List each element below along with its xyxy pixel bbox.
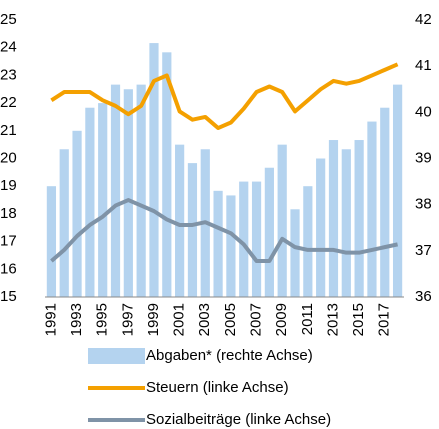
bar (239, 181, 249, 297)
bar (123, 89, 133, 297)
bar (98, 103, 108, 297)
y2-tick-label: 38 (415, 196, 432, 213)
bar (187, 163, 198, 297)
x-tick-label: 2001 (171, 303, 188, 336)
bar (213, 190, 223, 297)
x-tick-label: 2007 (248, 303, 265, 336)
bar (72, 130, 82, 297)
y2-tick-label: 37 (415, 242, 432, 259)
y-tick-label: 21 (0, 122, 17, 139)
bar (136, 84, 146, 297)
bar (380, 107, 390, 297)
y-tick-label: 20 (0, 149, 17, 166)
legend-swatch (88, 348, 145, 364)
legend-label: Sozialbeiträge (linke Achse) (146, 411, 331, 428)
x-tick-label: 2009 (273, 303, 290, 336)
bar (392, 84, 403, 297)
x-tick-label: 2013 (324, 303, 341, 336)
y-tick-label: 25 (0, 11, 17, 28)
x-tick-label: 2003 (196, 303, 213, 336)
x-tick-label: 1999 (145, 303, 162, 336)
y-tick-label: 24 (0, 39, 17, 56)
x-tick-label: 2015 (350, 303, 367, 336)
bar (110, 84, 121, 297)
x-tick-label: 1991 (42, 303, 59, 336)
x-tick-label: 1993 (68, 303, 85, 336)
bar (264, 167, 274, 297)
line (50, 198, 399, 263)
x-tick-label: 1997 (119, 303, 136, 336)
y2-tick-label: 36 (415, 288, 432, 305)
bar (354, 140, 364, 297)
y-tick-label: 17 (0, 233, 17, 250)
bar (149, 43, 159, 298)
bar (59, 149, 69, 297)
bar (226, 195, 236, 297)
y-tick-label: 15 (0, 288, 17, 305)
x-tick-label: 2011 (299, 303, 316, 335)
y2-tick-label: 40 (415, 103, 432, 120)
bar (251, 181, 262, 297)
line (50, 62, 399, 131)
x-tick-label: 2017 (376, 303, 393, 336)
bar (341, 149, 351, 297)
bar (277, 144, 287, 297)
bar (290, 209, 300, 297)
y2-tick-label: 41 (415, 57, 432, 74)
y-tick-label: 19 (0, 177, 17, 194)
bar (46, 186, 57, 297)
y2-tick-label: 39 (415, 149, 432, 166)
y-tick-label: 23 (0, 66, 17, 83)
bar (85, 107, 95, 297)
y-tick-label: 16 (0, 260, 17, 277)
bar (367, 121, 377, 297)
x-tick-label: 2005 (222, 303, 239, 336)
bar (162, 52, 172, 297)
bar (303, 186, 313, 297)
legend-label: Steuern (linke Achse) (146, 379, 289, 396)
y2-tick-label: 42 (415, 11, 432, 28)
y-tick-label: 18 (0, 205, 17, 222)
bar (328, 140, 339, 297)
x-tick-label: 1995 (94, 303, 111, 336)
bar (175, 144, 185, 297)
bar (316, 158, 326, 297)
y-tick-label: 22 (0, 94, 17, 111)
legend-label: Abgaben* (rechte Achse) (146, 347, 313, 364)
